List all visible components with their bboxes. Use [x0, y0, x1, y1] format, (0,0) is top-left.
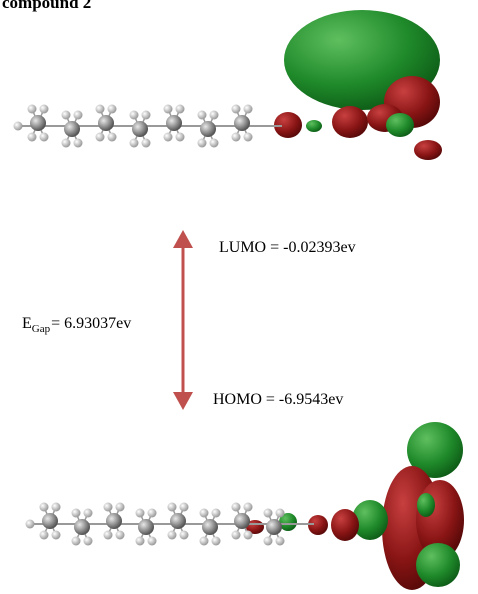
hydrogen-atom — [264, 537, 273, 546]
hydrogen-atom — [142, 111, 151, 120]
hydrogen-atom — [62, 139, 71, 148]
hydrogen-atom — [26, 520, 35, 529]
hydrogen-atom — [74, 139, 83, 148]
hydrogen-atom — [74, 111, 83, 120]
gap-symbol: E — [22, 315, 32, 332]
hydrogen-atom — [200, 509, 209, 518]
hydrogen-atom — [198, 139, 207, 148]
hydrogen-atom — [210, 139, 219, 148]
hydrogen-atom — [244, 133, 253, 142]
hydrogen-atom — [232, 105, 241, 114]
hydrogen-atom — [276, 537, 285, 546]
hydrogen-atom — [232, 503, 241, 512]
hydrogen-atom — [168, 531, 177, 540]
hydrogen-atom — [210, 111, 219, 120]
hydrogen-atom — [28, 133, 37, 142]
carbon-atom — [200, 121, 216, 137]
hydrogen-atom — [130, 139, 139, 148]
hydrogen-atom — [40, 531, 49, 540]
hydrogen-atom — [176, 105, 185, 114]
hydrogen-atom — [40, 503, 49, 512]
carbon-atom — [202, 519, 218, 535]
lumo-orbital — [274, 10, 442, 160]
homo-label: HOMO = -6.9543ev — [213, 391, 343, 408]
hydrogen-atom — [244, 503, 253, 512]
carbon-atom — [132, 121, 148, 137]
hydrogen-atom — [108, 133, 117, 142]
carbon-atom — [74, 519, 90, 535]
hydrogen-atom — [276, 509, 285, 518]
gap-arrow — [173, 230, 193, 410]
molecule — [26, 503, 315, 546]
hydrogen-atom — [84, 509, 93, 518]
hydrogen-atom — [96, 105, 105, 114]
hydrogen-atom — [104, 531, 113, 540]
hydrogen-atom — [14, 122, 23, 131]
hydrogen-atom — [148, 509, 157, 518]
hydrogen-atom — [72, 509, 81, 518]
gap-subscript: Gap — [32, 323, 51, 335]
hydrogen-atom — [244, 105, 253, 114]
hydrogen-atom — [62, 111, 71, 120]
hydrogen-atom — [72, 537, 81, 546]
hydrogen-atom — [176, 133, 185, 142]
hydrogen-atom — [232, 531, 241, 540]
figure: compound 2 LUMO = -0.02393ev EGap= 6.930… — [0, 0, 478, 594]
hydrogen-atom — [116, 503, 125, 512]
hydrogen-atom — [164, 133, 173, 142]
molecule — [14, 105, 283, 148]
hydrogen-atom — [142, 139, 151, 148]
title: compound 2 — [2, 0, 91, 12]
carbon-atom — [98, 115, 114, 131]
carbon-atom — [266, 519, 282, 535]
hydrogen-atom — [52, 531, 61, 540]
hydrogen-atom — [180, 503, 189, 512]
lumo-label: LUMO = -0.02393ev — [219, 239, 356, 256]
hydrogen-atom — [136, 537, 145, 546]
hydrogen-atom — [84, 537, 93, 546]
hydrogen-atom — [164, 105, 173, 114]
hydrogen-atom — [180, 531, 189, 540]
carbon-atom — [30, 115, 46, 131]
hydrogen-atom — [130, 111, 139, 120]
carbon-atom — [64, 121, 80, 137]
hydrogen-atom — [148, 537, 157, 546]
carbon-atom — [234, 115, 250, 131]
hydrogen-atom — [244, 531, 253, 540]
hydrogen-atom — [232, 133, 241, 142]
carbon-atom — [138, 519, 154, 535]
hydrogen-atom — [96, 133, 105, 142]
carbon-atom — [166, 115, 182, 131]
hydrogen-atom — [212, 509, 221, 518]
hydrogen-atom — [198, 111, 207, 120]
hydrogen-atom — [264, 509, 273, 518]
hydrogen-atom — [52, 503, 61, 512]
carbon-atom — [170, 513, 186, 529]
hydrogen-atom — [28, 105, 37, 114]
carbon-atom — [42, 513, 58, 529]
hydrogen-atom — [104, 503, 113, 512]
hydrogen-atom — [108, 105, 117, 114]
hydrogen-atom — [200, 537, 209, 546]
carbon-atom — [234, 513, 250, 529]
hydrogen-atom — [40, 105, 49, 114]
homo-orbital — [246, 422, 464, 590]
carbon-atom — [106, 513, 122, 529]
hydrogen-atom — [116, 531, 125, 540]
hydrogen-atom — [136, 509, 145, 518]
hydrogen-atom — [168, 503, 177, 512]
hydrogen-atom — [212, 537, 221, 546]
gap-label: EGap= 6.93037ev — [22, 315, 131, 335]
gap-value: = 6.93037ev — [51, 315, 131, 332]
hydrogen-atom — [40, 133, 49, 142]
